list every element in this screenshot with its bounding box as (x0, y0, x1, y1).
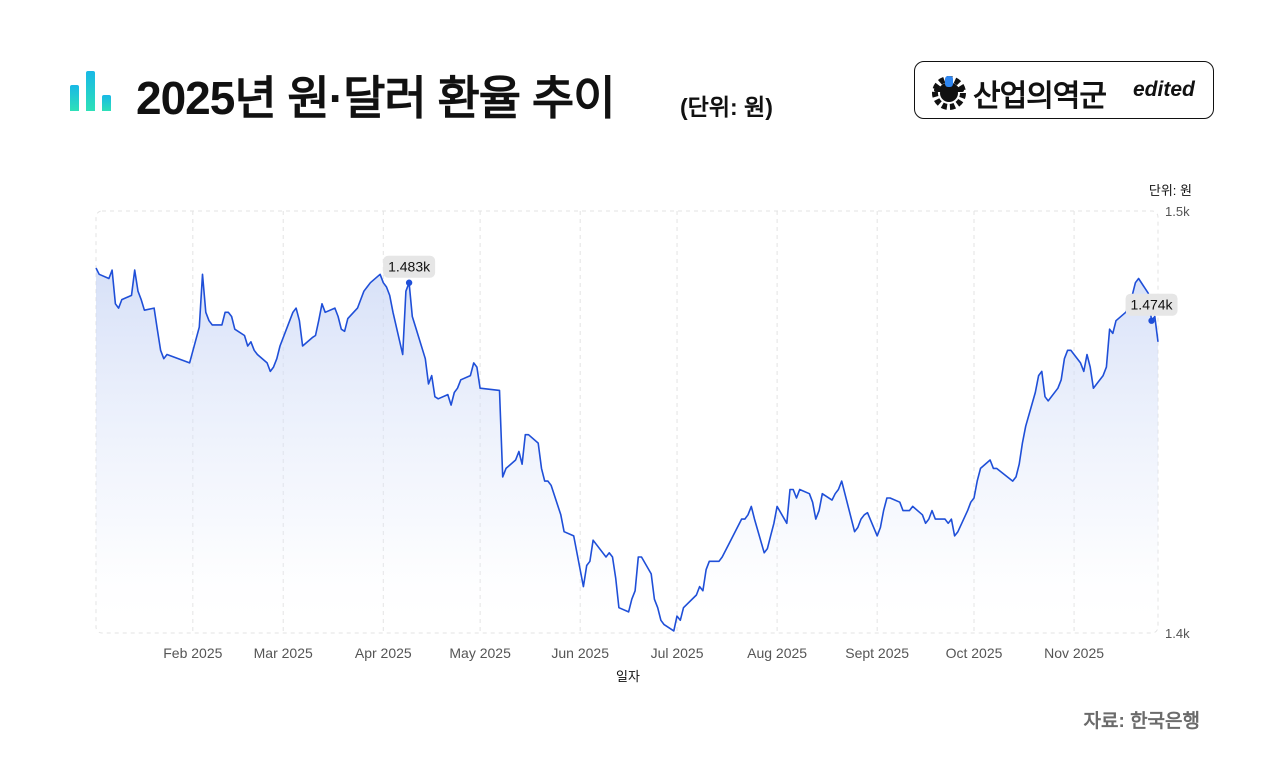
bar-chart-icon-bar-2 (86, 71, 95, 111)
bar-chart-icon-bar-1 (70, 85, 79, 111)
x-tick-label: Feb 2025 (163, 645, 222, 661)
annotation-label: 1.483k (388, 259, 431, 275)
page-subtitle: (단위: 원) (680, 94, 773, 120)
brand-suffix: edited (1133, 78, 1195, 101)
series-area (96, 268, 1158, 633)
x-tick-label: Aug 2025 (747, 645, 807, 661)
annotation-label: 1.474k (1131, 297, 1174, 313)
annotation-point (1148, 317, 1155, 324)
y-axis-label: 단위: 원 (1149, 183, 1192, 198)
y-tick-label: 1.5k (1165, 204, 1190, 219)
x-tick-label: Nov 2025 (1044, 645, 1104, 661)
x-tick-label: Oct 2025 (946, 645, 1003, 661)
data-source: 자료: 한국은행 (1083, 711, 1201, 732)
x-axis-label: 일자 (616, 669, 640, 684)
brand-logo: 산업의역군 edited (914, 61, 1214, 119)
bar-chart-icon (70, 71, 112, 111)
hard-hat-gear-icon (932, 76, 966, 110)
bar-chart-icon-bar-3 (102, 95, 111, 111)
x-tick-label: Jun 2025 (551, 645, 609, 661)
y-tick-label: 1.4k (1165, 626, 1190, 641)
page-title: 2025년 원·달러 환율 추이 (136, 72, 616, 124)
annotation-badge (1125, 293, 1178, 316)
x-axis-ticks: Feb 2025 Mar 2025 Apr 2025 May 2025 Jun 2025… (163, 645, 1104, 661)
series-line (95, 267, 1159, 632)
x-tick-label: Apr 2025 (355, 645, 412, 661)
brand-name: 산업의역군 (973, 80, 1107, 113)
annotation-point (405, 279, 413, 286)
annotation-badge (383, 255, 436, 278)
x-tick-label: May 2025 (449, 645, 511, 661)
y-axis-ticks: 1.4k 1.5k (1165, 204, 1190, 641)
x-tick-label: Jul 2025 (651, 645, 704, 661)
chart-annotations: 1.483k 1.474k (383, 255, 1178, 324)
x-tick-label: Mar 2025 (254, 645, 313, 661)
x-tick-label: Sept 2025 (845, 645, 909, 661)
